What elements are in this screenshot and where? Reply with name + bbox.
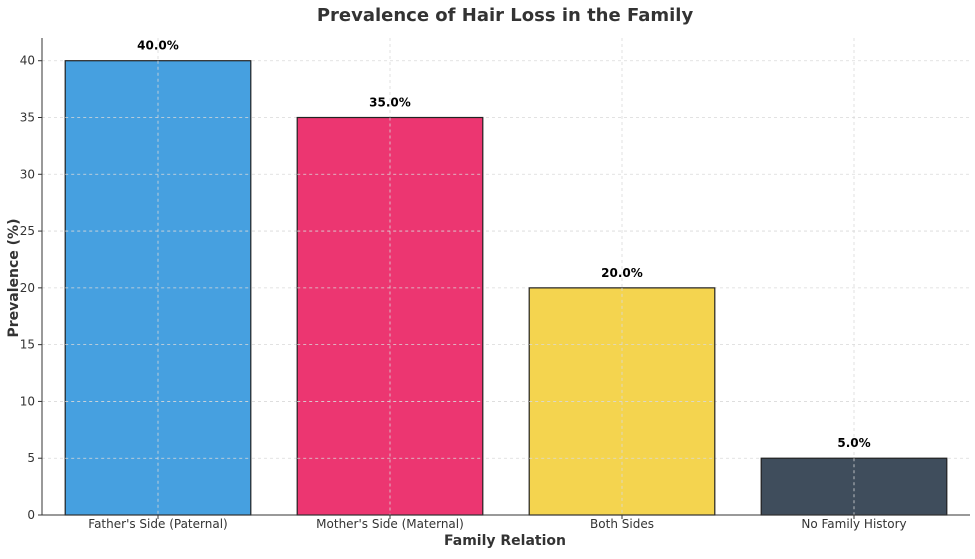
y-tick-label: 20 (20, 281, 35, 295)
y-tick-label: 35 (20, 111, 35, 125)
bar-data-label: 40.0% (137, 39, 179, 53)
y-tick-label: 30 (20, 167, 35, 181)
axes: 0 5 10 15 20 25 30 35 40 Father's Side (Paternal)… (20, 38, 970, 531)
bar (760, 457, 948, 516)
y-tick-label: 0 (27, 508, 35, 522)
bar-data-label: 20.0% (601, 266, 643, 280)
x-tick-label: Both Sides (590, 517, 654, 531)
y-tick-label: 25 (20, 224, 35, 238)
y-tick-label: 5 (27, 451, 35, 465)
y-tick-label: 40 (20, 54, 35, 68)
y-tick-label: 10 (20, 394, 35, 408)
bar-data-label: 35.0% (369, 96, 411, 110)
data-labels: 40.0% 35.0% 20.0% 5.0% (137, 39, 870, 451)
x-tick-label: Mother's Side (Maternal) (316, 517, 464, 531)
y-tick-label: 15 (20, 338, 35, 352)
x-tick-label: Father's Side (Paternal) (88, 517, 227, 531)
y-axis-title: Prevalence (%) (6, 219, 22, 338)
x-tick-label: No Family History (801, 517, 906, 531)
grid (42, 38, 970, 516)
bars (64, 60, 948, 516)
bar-data-label: 5.0% (837, 436, 870, 450)
x-axis-title: Family Relation (444, 533, 566, 549)
chart-title: Prevalence of Hair Loss in the Family (317, 5, 694, 26)
